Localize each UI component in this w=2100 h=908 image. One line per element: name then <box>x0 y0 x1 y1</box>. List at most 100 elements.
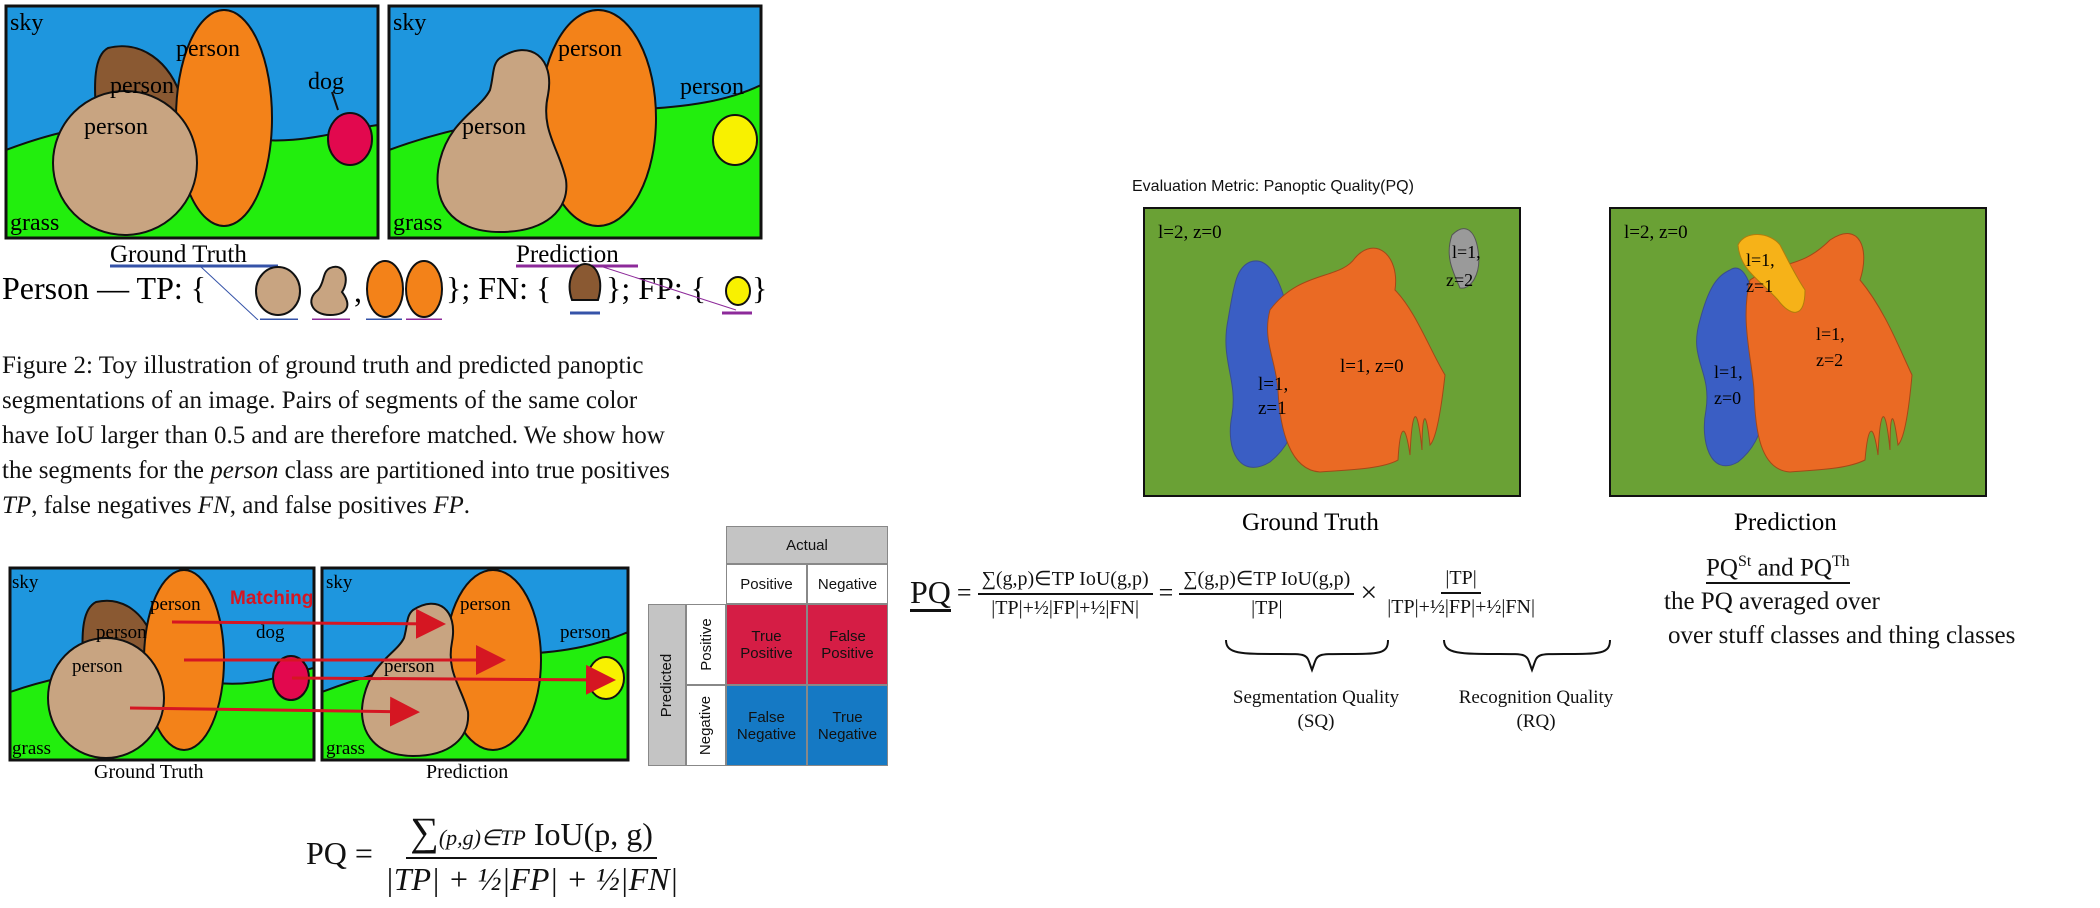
pqf-den1: |TP|+½|FP|+½|FN| <box>991 597 1139 619</box>
svg-text:l=1,: l=1, <box>1714 362 1743 382</box>
svg-text:sky: sky <box>326 572 353 593</box>
figure-caption: Figure 2: Toy illustration of ground tru… <box>2 348 772 523</box>
pqf-eq: = <box>956 578 972 607</box>
sq-abbr: (SQ) <box>1297 711 1335 732</box>
pqf-num2: ∑(g,p)∈TP IoU(g,p) <box>1179 566 1355 595</box>
toy-pred-title: Prediction <box>516 241 619 268</box>
caption-line1: Toy illustration of ground truth and pre… <box>98 352 644 379</box>
cm-predicted-text: Predicted <box>658 653 676 717</box>
toy-legend-mid2: }; FP: { <box>606 270 706 306</box>
toy-pred-sky: sky <box>393 10 426 36</box>
svg-text:person: person <box>96 622 147 643</box>
toy-gt-title: Ground Truth <box>110 241 247 268</box>
cm-pred-positive-text: Positive <box>697 618 715 671</box>
rq-label: Recognition Quality <box>1458 687 1614 708</box>
matching-gt-title: Ground Truth <box>94 761 203 783</box>
pqb-sub: (p,g)∈TP <box>438 825 526 850</box>
matching-label: Matching <box>230 588 313 609</box>
caption-fn: FN <box>197 492 230 519</box>
sq-label: Segmentation Quality <box>1232 687 1400 708</box>
pq-gt-orange-label: l=1, z=0 <box>1340 356 1404 377</box>
svg-text:l=1,: l=1, <box>1452 242 1481 262</box>
confusion-matrix: Actual Positive Negative Predicted Posit… <box>648 524 888 766</box>
toy-gt-person-1: person <box>176 36 240 62</box>
pqf-den3: |TP|+½|FP|+½|FN| <box>1387 596 1535 618</box>
svg-text:z=2: z=2 <box>1816 350 1843 370</box>
pqb-rest: IoU(p, g) <box>533 816 653 852</box>
svg-text:z=1: z=1 <box>1746 276 1773 296</box>
toy-gt-grass: grass <box>10 210 59 236</box>
pqf-lhs: PQ <box>910 573 951 612</box>
pq-pred-label: Prediction <box>1734 509 1837 536</box>
caption-line2: segmentations of an image. Pairs of segm… <box>2 387 638 414</box>
svg-text:grass: grass <box>12 738 51 759</box>
pq-gt-label: Ground Truth <box>1242 509 1379 536</box>
pq-braces <box>1225 639 1611 673</box>
rq-abbr: (RQ) <box>1516 711 1556 732</box>
matching-figure: sky grass person person person dog sky g… <box>8 566 630 783</box>
svg-text:l=1,: l=1, <box>1816 324 1845 344</box>
cm-false-negative: False Negative <box>726 685 807 766</box>
pqf-frac1: ∑(g,p)∈TP IoU(g,p) |TP|+½|FP|+½|FN| <box>977 566 1153 620</box>
caption-line5d: , and false positives <box>229 492 434 519</box>
toy-gt-panel <box>6 6 378 238</box>
svg-text:person: person <box>150 594 201 615</box>
caption-line4b: person <box>210 457 279 484</box>
caption-fp: FP <box>433 492 464 519</box>
toy-pred-panel <box>389 6 761 238</box>
caption-line5b: , false negatives <box>31 492 198 519</box>
pqf-num3: |TP| <box>1441 567 1481 594</box>
pqf-times: × <box>1360 576 1378 609</box>
svg-text:z=2: z=2 <box>1446 270 1473 290</box>
pqb-fraction: ∑(p,g)∈TP IoU(p, g) |TP| + ½|FP| + ½|FN| <box>381 808 682 898</box>
svg-text:person: person <box>72 656 123 677</box>
cm-false-positive: False Positive <box>807 604 888 685</box>
cm-true-positive: True Positive <box>726 604 807 685</box>
svg-text:z=1: z=1 <box>1258 398 1287 419</box>
toy-pred-grass: grass <box>393 210 442 236</box>
cm-pred-negative: Negative <box>686 685 726 766</box>
toy-pred-person-1: person <box>558 36 622 62</box>
pq-formula-bottom: PQ = ∑(p,g)∈TP IoU(p, g) |TP| + ½|FP| + … <box>306 808 682 898</box>
cm-actual-positive: Positive <box>726 564 807 604</box>
pq-gt-bg-label: l=2, z=0 <box>1158 222 1222 243</box>
toy-figure: sky grass person person person dog sky g… <box>2 4 767 320</box>
toy-gt-person-3: person <box>84 114 148 140</box>
note-pq: PQ <box>1706 554 1738 582</box>
caption-line4a: the segments for the <box>2 457 211 484</box>
pq-title: Evaluation Metric: Panoptic Quality(PQ) <box>1132 178 1414 195</box>
cm-true-negative: True Negative <box>807 685 888 766</box>
svg-text:z=0: z=0 <box>1714 388 1741 408</box>
toy-legend-mid: }; FN: { <box>446 270 551 306</box>
pq-pred-bg-label: l=2, z=0 <box>1624 222 1688 243</box>
sq-label-block: Segmentation Quality (SQ) <box>1206 686 1426 734</box>
matching-pred-title: Prediction <box>426 761 508 783</box>
svg-text:l=1,: l=1, <box>1746 250 1775 270</box>
rq-label-block: Recognition Quality (RQ) <box>1426 686 1646 734</box>
pqf-eq2: = <box>1158 578 1174 607</box>
matching-pred-panel <box>322 568 628 760</box>
note-th: Th <box>1831 553 1850 570</box>
cm-actual-negative: Negative <box>807 564 888 604</box>
toy-legend-comma: , <box>354 273 362 309</box>
pq-notes: PQSt and PQTh the PQ averaged over over … <box>1664 548 2094 653</box>
pqf-num1: ∑(g,p)∈TP IoU(g,p) <box>977 566 1153 595</box>
toy-legend-prefix: Person — TP: { <box>2 270 206 306</box>
svg-text:sky: sky <box>12 572 39 593</box>
svg-text:grass: grass <box>326 738 365 759</box>
pqf-frac3: |TP| |TP|+½|FP|+½|FN| <box>1383 567 1539 619</box>
toy-pred-person-2: person <box>462 114 526 140</box>
cm-predicted-header: Predicted <box>648 604 686 766</box>
pq-panels: l=2, z=0 l=1, z=0 l=1, z=1 l=1, z=2 Grou… <box>1143 207 1987 536</box>
toy-legend-end: } <box>752 270 767 306</box>
caption-fig: Figure 2: <box>2 352 93 379</box>
pq-note-1: PQSt and PQTh <box>1706 548 1850 585</box>
pqb-lhs: PQ = <box>306 834 373 871</box>
cm-pred-positive: Positive <box>686 604 726 685</box>
caption-line3: have IoU larger than 0.5 and are therefo… <box>2 422 665 449</box>
pq-note-3: over stuff classes and thing classes <box>1668 622 2016 650</box>
caption-tp: TP <box>2 492 32 519</box>
pqb-den: |TP| + ½|FP| + ½|FN| <box>384 861 679 897</box>
cm-pred-negative-text: Negative <box>697 695 715 756</box>
pq-note-2: the PQ averaged over <box>1664 588 1880 616</box>
